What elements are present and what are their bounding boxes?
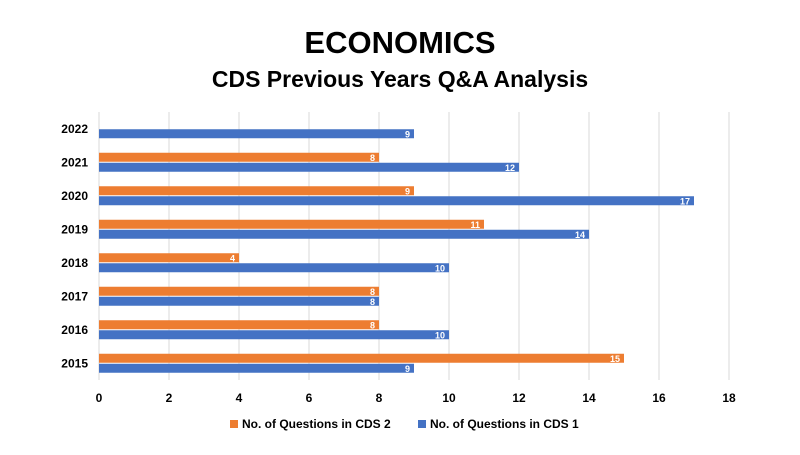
bar-data-label: 15 bbox=[610, 354, 620, 364]
bar-data-label: 4 bbox=[230, 253, 235, 263]
bar-data-label: 17 bbox=[680, 196, 690, 206]
bar-data-label: 8 bbox=[370, 153, 375, 163]
bar bbox=[99, 296, 379, 306]
y-category-label: 2018 bbox=[61, 256, 88, 270]
bar bbox=[99, 129, 414, 139]
bar bbox=[99, 219, 484, 229]
bar bbox=[99, 353, 624, 363]
bar bbox=[99, 152, 379, 162]
x-tick-label: 16 bbox=[652, 391, 666, 405]
x-tick-label: 10 bbox=[442, 391, 456, 405]
bar bbox=[99, 330, 449, 340]
legend: No. of Questions in CDS 2 No. of Question… bbox=[230, 417, 579, 431]
x-tick-label: 12 bbox=[512, 391, 526, 405]
x-tick-label: 8 bbox=[376, 391, 383, 405]
bar bbox=[99, 286, 379, 296]
bar-data-label: 9 bbox=[405, 364, 410, 374]
bar-data-label: 8 bbox=[370, 287, 375, 297]
bar-data-label: 12 bbox=[505, 163, 515, 173]
x-tick-label: 2 bbox=[166, 391, 173, 405]
bar bbox=[99, 253, 239, 263]
x-axis-labels: 0 2 4 6 8 10 12 14 16 18 bbox=[96, 391, 736, 405]
bar bbox=[99, 162, 519, 172]
bar bbox=[99, 196, 694, 206]
y-category-label: 2015 bbox=[61, 356, 88, 370]
bar bbox=[99, 263, 449, 273]
bar-data-label: 10 bbox=[435, 330, 445, 340]
bar-data-label: 11 bbox=[470, 220, 480, 230]
legend-label: No. of Questions in CDS 2 bbox=[242, 417, 391, 431]
y-axis-labels: 2022 2021 2020 2019 2018 2017 2016 2015 bbox=[61, 122, 88, 371]
bar-data-label: 9 bbox=[405, 129, 410, 139]
bar bbox=[99, 320, 379, 330]
legend-swatch bbox=[418, 420, 426, 428]
x-tick-label: 0 bbox=[96, 391, 103, 405]
gridlines bbox=[98, 112, 730, 380]
chart-subtitle: CDS Previous Years Q&A Analysis bbox=[212, 66, 588, 92]
y-category-label: 2017 bbox=[61, 289, 88, 303]
bar bbox=[99, 186, 414, 196]
bar-data-label: 8 bbox=[370, 297, 375, 307]
bar-data-label: 9 bbox=[405, 186, 410, 196]
x-tick-label: 18 bbox=[722, 391, 736, 405]
x-tick-label: 4 bbox=[236, 391, 243, 405]
bar-data-label: 8 bbox=[370, 320, 375, 330]
y-category-label: 2021 bbox=[61, 155, 88, 169]
bar-data-label: 10 bbox=[435, 263, 445, 273]
bar bbox=[99, 229, 589, 239]
y-category-label: 2016 bbox=[61, 323, 88, 337]
x-tick-label: 14 bbox=[582, 391, 596, 405]
bar-data-label: 14 bbox=[575, 230, 585, 240]
chart-title: ECONOMICS bbox=[304, 25, 495, 60]
y-category-label: 2022 bbox=[61, 122, 88, 136]
y-category-label: 2019 bbox=[61, 222, 88, 236]
legend-swatch bbox=[230, 420, 238, 428]
y-category-label: 2020 bbox=[61, 189, 88, 203]
legend-label: No. of Questions in CDS 1 bbox=[430, 417, 579, 431]
x-tick-label: 6 bbox=[306, 391, 313, 405]
bar bbox=[99, 363, 414, 373]
